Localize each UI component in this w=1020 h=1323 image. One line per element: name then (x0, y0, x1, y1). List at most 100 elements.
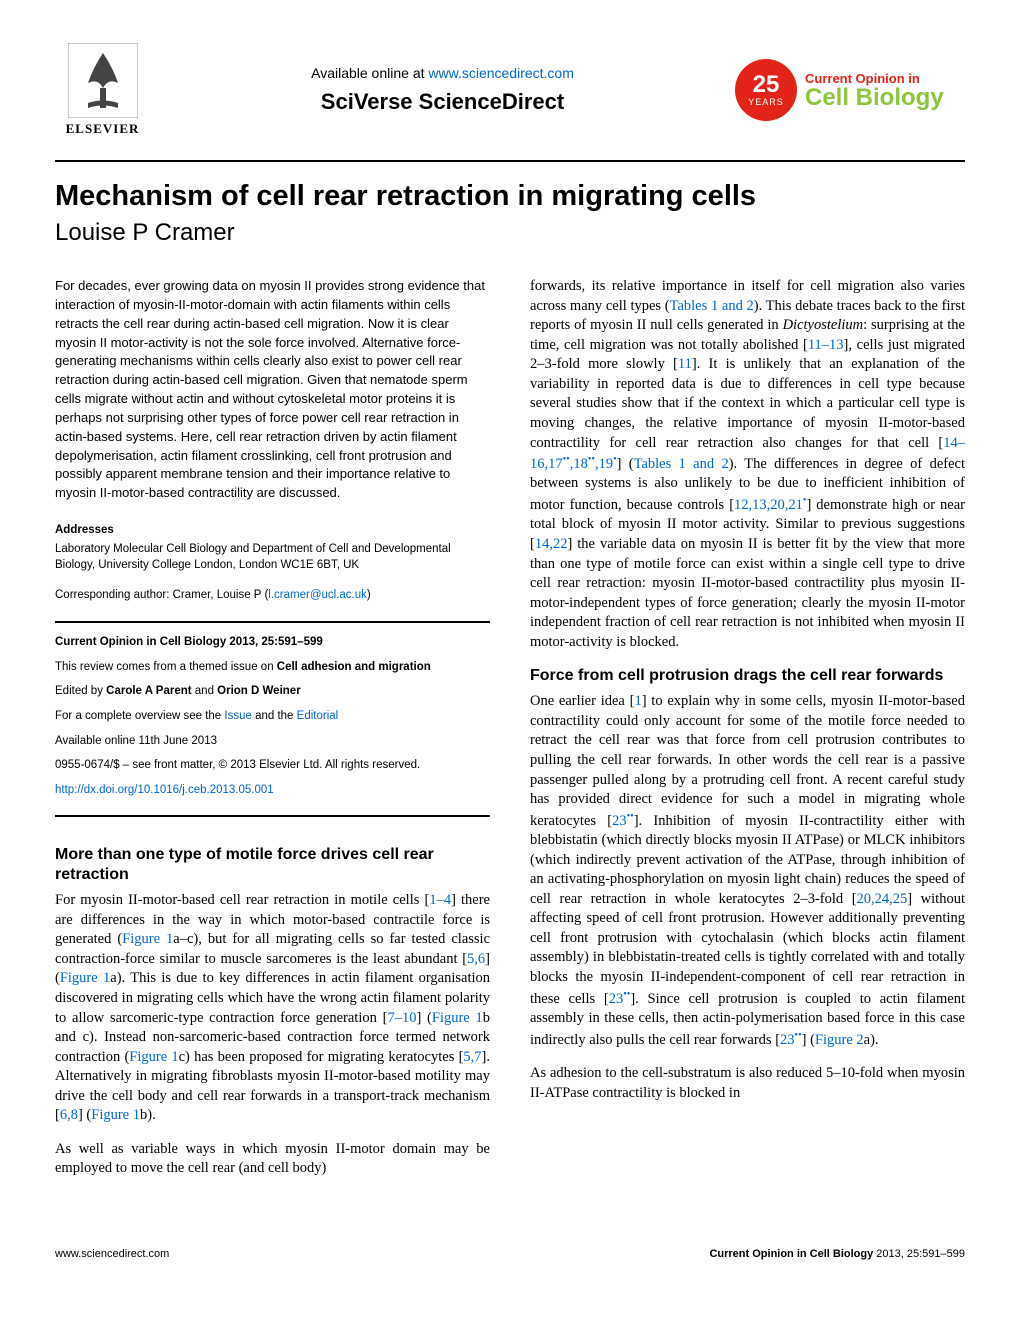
footer-citation: 2013, 25:591–599 (873, 1248, 965, 1260)
ref-17-sup: •• (563, 454, 570, 465)
corresponding-suffix: ) (367, 589, 371, 601)
s1p1k: b). (140, 1107, 156, 1123)
copyright-line: 0955-0674/$ – see front matter, © 2013 E… (55, 756, 490, 776)
issue-link[interactable]: Issue (224, 710, 252, 722)
footer: www.sciencedirect.com Current Opinion in… (55, 1238, 965, 1260)
addresses-label: Addresses (55, 523, 490, 539)
right-column: forwards, its relative importance in its… (530, 277, 965, 1193)
journal-line2: Cell Biology (805, 86, 944, 110)
center-header: Available online at www.sciencedirect.co… (150, 65, 735, 115)
s1p1a: For myosin II-motor-based cell rear retr… (55, 892, 429, 908)
ref-23b[interactable]: 23 (609, 990, 624, 1006)
dictyostelium-italic: Dictyostelium (783, 317, 864, 333)
editor1: Carole A Parent (106, 685, 191, 697)
available-online-label: Available online at (311, 65, 424, 81)
figure2-link[interactable]: Figure 2 (815, 1031, 864, 1047)
header-divider (55, 160, 965, 162)
section1-p1: For myosin II-motor-based cell rear retr… (55, 891, 490, 1126)
ref-18[interactable]: ,18 (570, 456, 588, 472)
figure1-link-a[interactable]: Figure 1 (122, 931, 173, 947)
ref-20-24-25[interactable]: 20,24,25 (857, 891, 908, 907)
ref-6-8[interactable]: 6,8 (60, 1107, 78, 1123)
section2-heading: Force from cell protrusion drags the cel… (530, 666, 965, 686)
elsevier-tree-icon (68, 43, 138, 118)
available-online: Available online at www.sciencedirect.co… (150, 65, 735, 81)
overview-and: and the (252, 710, 297, 722)
c2p1i: ] the variable data on myosin II is bett… (530, 536, 965, 650)
article-author: Louise P Cramer (55, 219, 965, 247)
ref-23c[interactable]: 23 (780, 1031, 795, 1047)
info-box: Current Opinion in Cell Biology 2013, 25… (55, 621, 490, 817)
figure1-link-b[interactable]: Figure 1 (60, 970, 110, 986)
edited-line: Edited by Carole A Parent and Orion D We… (55, 682, 490, 702)
ref-14-22[interactable]: 14,22 (535, 536, 568, 552)
ref-1-4[interactable]: 1–4 (429, 892, 451, 908)
c2p2f: ] ( (802, 1031, 815, 1047)
footer-left: www.sciencedirect.com (55, 1248, 169, 1260)
ref-11-13[interactable]: 11–13 (808, 337, 844, 353)
s1p1h: c) has been proposed for migrating kerat… (179, 1049, 464, 1065)
header-row: ELSEVIER Available online at www.science… (55, 40, 965, 140)
edited-prefix: Edited by (55, 685, 106, 697)
sciencedirect-link[interactable]: www.sciencedirect.com (428, 65, 574, 81)
editor2: Orion D Weiner (217, 685, 301, 697)
doi-line: http://dx.doi.org/10.1016/j.ceb.2013.05.… (55, 781, 490, 801)
journal-name: Current Opinion in Cell Biology (805, 71, 944, 110)
ref-12-13-20-21[interactable]: 12,13,20,21 (734, 497, 803, 513)
journal-logo: 25 YEARS Current Opinion in Cell Biology (735, 53, 965, 128)
themed-line: This review comes from a themed issue on… (55, 658, 490, 678)
article-title: Mechanism of cell rear retraction in mig… (55, 180, 965, 213)
abstract: For decades, ever growing data on myosin… (55, 277, 490, 503)
s1p1f: ] ( (416, 1010, 431, 1026)
col2-p2: One earlier idea [1] to explain why in s… (530, 692, 965, 1050)
elsevier-logo: ELSEVIER (55, 40, 150, 140)
ref-5-7[interactable]: 5,7 (463, 1049, 481, 1065)
ref-18-sup: •• (588, 454, 595, 465)
themed-bold: Cell adhesion and migration (277, 661, 431, 673)
overview-prefix: For a complete overview see the (55, 710, 224, 722)
overview-line: For a complete overview see the Issue an… (55, 707, 490, 727)
footer-journal: Current Opinion in Cell Biology (709, 1248, 873, 1260)
footer-right: Current Opinion in Cell Biology 2013, 25… (709, 1248, 965, 1260)
themed-prefix: This review comes from a themed issue on (55, 661, 277, 673)
col2-p3: As adhesion to the cell-substratum is al… (530, 1064, 965, 1103)
section1-heading: More than one type of motile force drive… (55, 845, 490, 885)
c2p2a: One earlier idea [ (530, 693, 634, 709)
c2p2g: a). (864, 1031, 879, 1047)
ref-23c-sup: •• (795, 1030, 802, 1041)
left-column: For decades, ever growing data on myosin… (55, 277, 490, 1193)
ref-11[interactable]: 11 (678, 356, 692, 372)
addresses-text: Laboratory Molecular Cell Biology and De… (55, 541, 490, 573)
available-line: Available online 11th June 2013 (55, 732, 490, 752)
anniversary-badge: 25 YEARS (735, 59, 797, 121)
badge-number: 25 (753, 73, 780, 97)
figure1-link-c[interactable]: Figure 1 (432, 1010, 483, 1026)
elsevier-text: ELSEVIER (66, 121, 140, 137)
section1-p2: As well as variable ways in which myosin… (55, 1140, 490, 1179)
corresponding-author: Corresponding author: Cramer, Louise P (… (55, 588, 490, 604)
editorial-link[interactable]: Editorial (297, 710, 339, 722)
sciverse-heading: SciVerse ScienceDirect (150, 89, 735, 115)
ref-23a-sup: •• (627, 811, 634, 822)
ref-19[interactable]: ,19 (595, 456, 613, 472)
tables-link-2[interactable]: Tables 1 and 2 (634, 456, 729, 472)
corresponding-prefix: Corresponding author: Cramer, Louise P ( (55, 589, 268, 601)
edited-and: and (192, 685, 218, 697)
c2p1f: ] ( (617, 456, 634, 472)
figure1-link-e[interactable]: Figure 1 (91, 1107, 140, 1123)
badge-years: YEARS (748, 97, 784, 107)
figure1-link-d[interactable]: Figure 1 (129, 1049, 178, 1065)
c2p2b: ] to explain why in some cells, myosin I… (530, 693, 965, 828)
ref-1[interactable]: 1 (634, 693, 641, 709)
ref-23a[interactable]: 23 (612, 813, 627, 829)
ref-5-6[interactable]: 5,6 (467, 951, 485, 967)
citation-text: Current Opinion in Cell Biology 2013, 25… (55, 636, 323, 648)
ref-7-10[interactable]: 7–10 (387, 1010, 416, 1026)
corresponding-email[interactable]: l.cramer@ucl.ac.uk (268, 589, 367, 601)
two-column-layout: For decades, ever growing data on myosin… (55, 277, 965, 1193)
s1p1j: ] ( (78, 1107, 91, 1123)
citation-line: Current Opinion in Cell Biology 2013, 25… (55, 633, 490, 653)
tables-link-1[interactable]: Tables 1 and 2 (670, 298, 754, 314)
col2-p1: forwards, its relative importance in its… (530, 277, 965, 652)
doi-link[interactable]: http://dx.doi.org/10.1016/j.ceb.2013.05.… (55, 784, 274, 796)
